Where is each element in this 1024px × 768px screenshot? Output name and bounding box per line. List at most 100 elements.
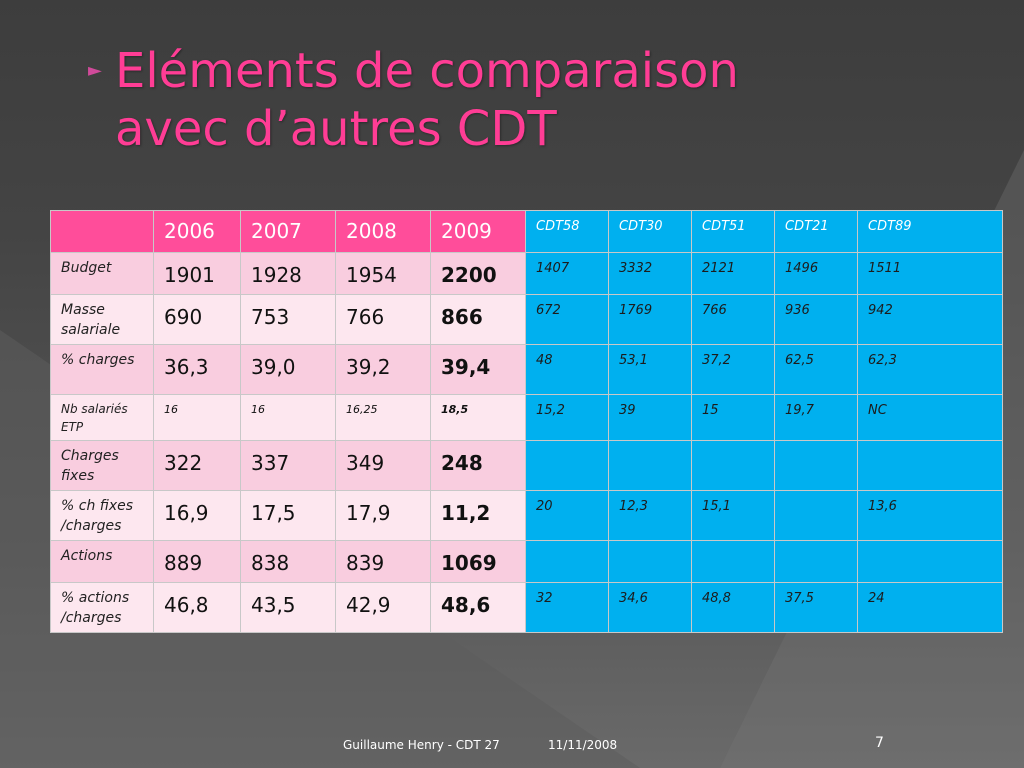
cdt-value-cell bbox=[774, 540, 858, 583]
row-label: % charges bbox=[50, 344, 154, 395]
cdt-value-cell: NC bbox=[857, 394, 1003, 441]
row-label: % actions /charges bbox=[50, 582, 154, 633]
table-row: Actions 889 838 839 1069 bbox=[50, 540, 1003, 583]
year-value-cell: 39,0 bbox=[240, 344, 336, 395]
cdt-value-cell: 20 bbox=[525, 490, 609, 541]
cdt-value-cell: 48,8 bbox=[691, 582, 775, 633]
year-value-cell: 48,6 bbox=[430, 582, 526, 633]
year-value-cell: 2200 bbox=[430, 252, 526, 295]
cdt-value-cell: 37,2 bbox=[691, 344, 775, 395]
year-value-cell: 349 bbox=[335, 440, 431, 491]
cdt-value-cell bbox=[857, 440, 1003, 491]
year-value-cell: 337 bbox=[240, 440, 336, 491]
year-value-cell: 766 bbox=[335, 294, 431, 345]
year-value-cell: 16 bbox=[153, 394, 241, 441]
table-row: Masse salariale 690 753 766 866 672 1769 766 936… bbox=[50, 294, 1003, 345]
year-header: 2009 bbox=[430, 210, 526, 253]
row-label: Masse salariale bbox=[50, 294, 154, 345]
table-row: % charges 36,3 39,0 39,2 39,4 48 53,1 37,2 62,5 6… bbox=[50, 344, 1003, 395]
slide-title: Eléments de comparaison avec d’autres CD… bbox=[115, 42, 995, 158]
year-value-cell: 839 bbox=[335, 540, 431, 583]
cdt-value-cell: 39 bbox=[608, 394, 692, 441]
cdt-value-cell bbox=[691, 540, 775, 583]
table-row: % ch fixes /charges 16,9 17,5 17,9 11,2 20 12,… bbox=[50, 490, 1003, 541]
header-row: 2006 2007 2008 2009 CDT58 CDT30 CDT51 CDT21 CDT8… bbox=[50, 210, 1003, 253]
cdt-value-cell: 32 bbox=[525, 582, 609, 633]
year-value-cell: 248 bbox=[430, 440, 526, 491]
cdt-value-cell: 2121 bbox=[691, 252, 775, 295]
cdt-value-cell: 3332 bbox=[608, 252, 692, 295]
cdt-value-cell: 15,2 bbox=[525, 394, 609, 441]
year-value-cell: 889 bbox=[153, 540, 241, 583]
row-label: Budget bbox=[50, 252, 154, 295]
year-value-cell: 16,25 bbox=[335, 394, 431, 441]
row-label: Nb salariés ETP bbox=[50, 394, 154, 441]
cdt-value-cell bbox=[525, 540, 609, 583]
year-value-cell: 690 bbox=[153, 294, 241, 345]
cdt-value-cell: 12,3 bbox=[608, 490, 692, 541]
year-value-cell: 753 bbox=[240, 294, 336, 345]
cdt-value-cell: 62,3 bbox=[857, 344, 1003, 395]
cdt-value-cell: 34,6 bbox=[608, 582, 692, 633]
year-header: 2006 bbox=[153, 210, 241, 253]
table-row: Charges fixes 322 337 349 248 bbox=[50, 440, 1003, 491]
table-row: Budget 1901 1928 1954 2200 1407 3332 2121 1496 15… bbox=[50, 252, 1003, 295]
year-value-cell: 39,4 bbox=[430, 344, 526, 395]
cdt-value-cell: 936 bbox=[774, 294, 858, 345]
cdt-header: CDT21 bbox=[774, 210, 858, 253]
header-corner-cell bbox=[50, 210, 154, 253]
footer-author: Guillaume Henry - CDT 27 bbox=[343, 738, 500, 752]
year-value-cell: 11,2 bbox=[430, 490, 526, 541]
cdt-value-cell: 1769 bbox=[608, 294, 692, 345]
cdt-value-cell: 53,1 bbox=[608, 344, 692, 395]
year-value-cell: 1954 bbox=[335, 252, 431, 295]
year-header: 2007 bbox=[240, 210, 336, 253]
cdt-value-cell: 13,6 bbox=[857, 490, 1003, 541]
year-value-cell: 36,3 bbox=[153, 344, 241, 395]
cdt-value-cell: 15,1 bbox=[691, 490, 775, 541]
cdt-value-cell: 62,5 bbox=[774, 344, 858, 395]
title-bullet-icon: ► bbox=[88, 60, 102, 81]
year-header: 2008 bbox=[335, 210, 431, 253]
cdt-value-cell bbox=[857, 540, 1003, 583]
cdt-value-cell: 1511 bbox=[857, 252, 1003, 295]
title-line-1: Eléments de comparaison bbox=[115, 43, 739, 99]
cdt-value-cell: 19,7 bbox=[774, 394, 858, 441]
table-row: Nb salariés ETP 16 16 16,25 18,5 15,2 39 15 19,7… bbox=[50, 394, 1003, 441]
cdt-value-cell: 1407 bbox=[525, 252, 609, 295]
cdt-header: CDT51 bbox=[691, 210, 775, 253]
year-value-cell: 1928 bbox=[240, 252, 336, 295]
row-label: Charges fixes bbox=[50, 440, 154, 491]
row-label: % ch fixes /charges bbox=[50, 490, 154, 541]
page-number: 7 bbox=[875, 735, 884, 751]
year-value-cell: 16,9 bbox=[153, 490, 241, 541]
cdt-value-cell bbox=[774, 440, 858, 491]
cdt-value-cell: 24 bbox=[857, 582, 1003, 633]
year-value-cell: 17,9 bbox=[335, 490, 431, 541]
title-line-2: avec d’autres CDT bbox=[115, 101, 557, 157]
table-row: % actions /charges 46,8 43,5 42,9 48,6 32 34,6… bbox=[50, 582, 1003, 633]
cdt-value-cell: 37,5 bbox=[774, 582, 858, 633]
cdt-value-cell: 15 bbox=[691, 394, 775, 441]
year-value-cell: 43,5 bbox=[240, 582, 336, 633]
year-value-cell: 838 bbox=[240, 540, 336, 583]
year-value-cell: 39,2 bbox=[335, 344, 431, 395]
cdt-header: CDT89 bbox=[857, 210, 1003, 253]
cdt-header: CDT30 bbox=[608, 210, 692, 253]
cdt-value-cell: 942 bbox=[857, 294, 1003, 345]
cdt-header: CDT58 bbox=[525, 210, 609, 253]
cdt-value-cell bbox=[525, 440, 609, 491]
year-value-cell: 1069 bbox=[430, 540, 526, 583]
cdt-value-cell: 766 bbox=[691, 294, 775, 345]
cdt-value-cell: 672 bbox=[525, 294, 609, 345]
year-value-cell: 17,5 bbox=[240, 490, 336, 541]
cdt-value-cell bbox=[774, 490, 858, 541]
cdt-value-cell: 48 bbox=[525, 344, 609, 395]
year-value-cell: 46,8 bbox=[153, 582, 241, 633]
cdt-value-cell: 1496 bbox=[774, 252, 858, 295]
footer-date: 11/11/2008 bbox=[548, 738, 618, 752]
row-label: Actions bbox=[50, 540, 154, 583]
year-value-cell: 866 bbox=[430, 294, 526, 345]
year-value-cell: 42,9 bbox=[335, 582, 431, 633]
comparison-table: 2006 2007 2008 2009 CDT58 CDT30 CDT51 CDT21 CDT8… bbox=[50, 210, 1003, 633]
